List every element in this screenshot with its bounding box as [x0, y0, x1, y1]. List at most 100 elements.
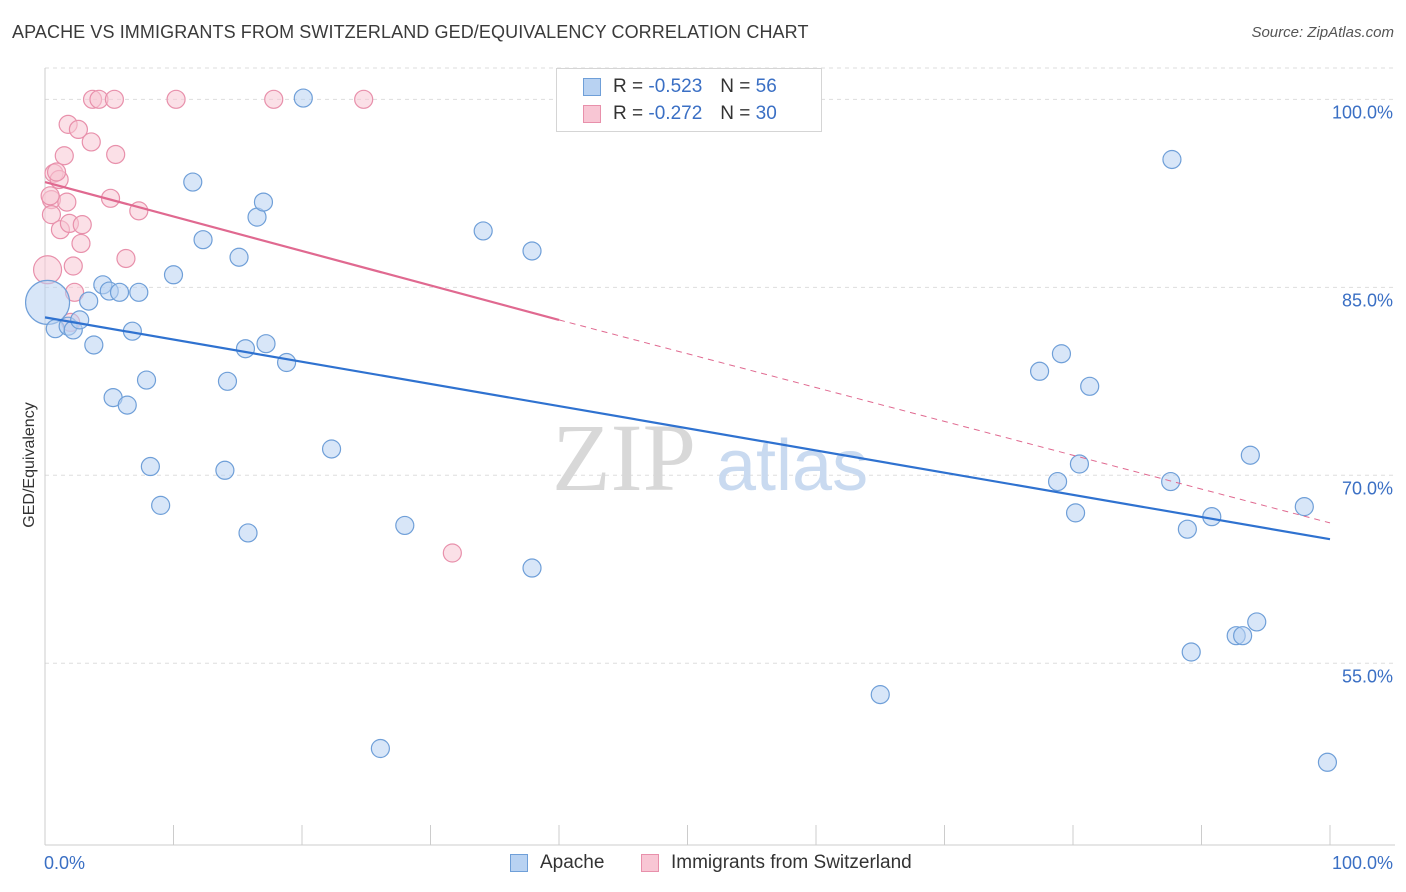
swiss-point: [106, 144, 126, 165]
apache-point: [1294, 497, 1314, 517]
swiss-r-value: -0.272: [648, 103, 703, 124]
swiss-points: [32, 89, 462, 563]
swiss-point: [104, 89, 124, 109]
apache-swatch: [583, 78, 601, 96]
watermark-atlas: atlas: [716, 426, 868, 506]
apache-point: [1240, 445, 1260, 465]
swiss-point: [68, 119, 89, 140]
apache-point: [256, 334, 276, 354]
swiss-point: [71, 233, 91, 254]
swiss-point: [57, 192, 77, 212]
apache-point: [1069, 454, 1090, 474]
swiss-point: [442, 543, 462, 563]
n-label: N =: [720, 76, 751, 97]
y-tick-label: 100.0%: [1332, 102, 1393, 122]
y-tick-label: 70.0%: [1342, 478, 1393, 498]
apache-point: [109, 282, 130, 302]
apache-point: [1051, 344, 1072, 364]
apache-point: [1161, 471, 1181, 492]
x-tick-label-min: 0.0%: [44, 853, 85, 873]
y-tick-label: 55.0%: [1342, 666, 1393, 686]
apache-point: [129, 282, 149, 302]
apache-point: [1080, 376, 1100, 396]
swiss-trendline-extension: [558, 319, 1331, 524]
apache-point: [522, 558, 542, 578]
source-label: Source: ZipAtlas.com: [1251, 24, 1394, 41]
swiss-point: [40, 186, 60, 206]
apache-point: [1029, 361, 1050, 381]
apache-point: [395, 515, 415, 536]
swiss-point: [81, 132, 101, 152]
apache-point: [217, 371, 238, 391]
apache-point: [473, 221, 493, 241]
apache-point: [293, 88, 313, 108]
swiss-point: [32, 255, 63, 285]
series-legend: Apache Immigrants from Switzerland: [0, 852, 1406, 878]
apache-point: [238, 523, 258, 543]
apache-point: [235, 339, 256, 359]
apache-r-value: -0.523: [648, 76, 703, 97]
apache-point: [1181, 642, 1201, 662]
swiss-trendline: [44, 180, 560, 321]
apache-point: [1162, 149, 1182, 170]
apache-point: [1247, 612, 1267, 632]
swiss-point: [63, 256, 83, 276]
r-label: R =: [613, 103, 644, 124]
gridlines: [45, 67, 1395, 664]
swiss-swatch: [583, 105, 601, 123]
x-tick-label-max: 100.0%: [1332, 853, 1393, 873]
apache-point: [183, 172, 203, 192]
swiss-point: [46, 162, 67, 182]
apache-point: [1317, 752, 1338, 772]
apache-point: [151, 495, 171, 515]
apache-point: [370, 738, 390, 759]
watermark-zip: ZIP: [552, 404, 696, 511]
apache-trendline: [44, 316, 1331, 541]
apache-point: [140, 456, 160, 477]
r-label: R =: [613, 76, 644, 97]
tick-labels: 55.0% 70.0% 85.0% 100.0% 0.0% 100.0%: [44, 102, 1393, 873]
apache-point: [1065, 503, 1086, 523]
apache-point: [117, 395, 137, 415]
swiss-legend-swatch: [641, 854, 659, 872]
apache-point: [70, 310, 90, 330]
legend-row-swiss: R = -0.272 N = 30: [557, 101, 777, 127]
swiss-point: [166, 89, 186, 109]
legend-row-apache: R = -0.523 N = 56: [557, 74, 777, 100]
apache-point: [1177, 519, 1197, 539]
apache-point: [215, 460, 235, 480]
swiss-point: [354, 89, 374, 109]
n-label: N =: [720, 103, 751, 124]
apache-point: [276, 352, 297, 373]
swiss-point: [116, 248, 136, 269]
apache-point: [84, 335, 104, 355]
legend-item-apache[interactable]: Apache: [510, 852, 604, 874]
apache-point: [193, 230, 213, 250]
swiss-point: [54, 146, 74, 166]
apache-point: [870, 685, 890, 705]
swiss-legend-label: Immigrants from Switzerland: [671, 852, 912, 873]
apache-n-value: 56: [755, 76, 777, 97]
swiss-point: [41, 205, 62, 225]
apache-point: [321, 439, 342, 459]
apache-legend-label: Apache: [540, 852, 605, 873]
apache-point: [79, 291, 99, 311]
apache-point: [253, 192, 274, 212]
swiss-n-value: 30: [755, 103, 777, 124]
swiss-point: [264, 89, 284, 109]
apache-point: [229, 247, 249, 267]
apache-legend-swatch: [510, 854, 528, 872]
apache-point: [1233, 626, 1253, 646]
apache-point: [163, 265, 184, 285]
y-tick-label: 85.0%: [1342, 290, 1393, 310]
legend-item-swiss[interactable]: Immigrants from Switzerland: [641, 852, 912, 874]
chart-title: APACHE VS IMMIGRANTS FROM SWITZERLAND GE…: [12, 22, 809, 42]
correlation-legend: R = -0.523 N = 56 R = -0.272 N = 30: [556, 68, 822, 132]
apache-point: [136, 370, 157, 390]
apache-point: [522, 241, 542, 261]
swiss-point: [72, 215, 92, 235]
apache-point: [1047, 471, 1068, 492]
trendlines: [44, 180, 1331, 541]
watermark: ZIP atlas: [552, 404, 868, 511]
